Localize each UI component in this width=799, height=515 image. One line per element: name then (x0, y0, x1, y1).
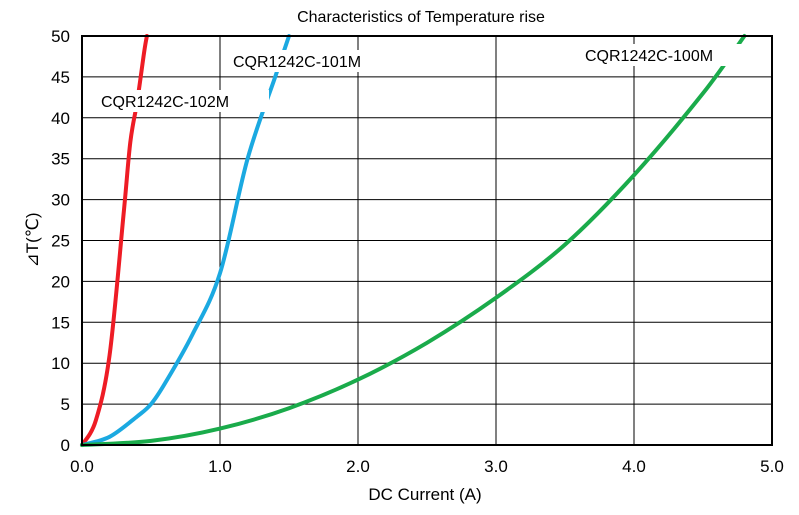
series-label-100m: CQR1242C-100M (585, 48, 713, 65)
series-label-102m: CQR1242C-102M (101, 94, 229, 111)
y-tick-label: 45 (51, 68, 70, 87)
x-axis-title: DC Current (A) (368, 485, 481, 504)
series-line-cqr1242c-100m (80, 34, 747, 447)
chart-title: Characteristics of Temperature rise (297, 9, 545, 26)
y-tick-label: 15 (51, 313, 70, 332)
series-label-bg-100m (581, 44, 751, 66)
series-label-bg-102m (97, 90, 269, 112)
series-line-cqr1242c-102m (80, 34, 149, 447)
y-tick-label: 0 (61, 436, 70, 455)
y-tick-label: 10 (51, 354, 70, 373)
y-tick-label: 35 (51, 150, 70, 169)
y-tick-label: 20 (51, 272, 70, 291)
y-tick-label: 25 (51, 232, 70, 251)
series-layer (80, 34, 747, 447)
x-tick-label: 5.0 (760, 457, 784, 476)
y-tick-label: 5 (61, 395, 70, 414)
y-tick-label: 30 (51, 191, 70, 210)
x-tick-labels: 0.0 1.0 2.0 3.0 4.0 5.0 (70, 457, 784, 476)
series-label-bg-101m (229, 50, 399, 72)
series-label-101m: CQR1242C-101M (233, 54, 361, 71)
y-tick-labels: 0 5 10 15 20 25 30 35 40 45 50 (51, 27, 70, 455)
y-tick-label: 50 (51, 27, 70, 46)
x-tick-label: 3.0 (484, 457, 508, 476)
plot-frame (81, 35, 773, 446)
series-line-cqr1242c-101m (80, 34, 291, 447)
x-tick-label: 0.0 (70, 457, 94, 476)
x-tick-label: 1.0 (208, 457, 232, 476)
x-tick-label: 4.0 (622, 457, 646, 476)
x-tick-label: 2.0 (346, 457, 370, 476)
y-axis-title: ⊿T(℃) (23, 212, 42, 267)
y-tick-label: 40 (51, 109, 70, 128)
